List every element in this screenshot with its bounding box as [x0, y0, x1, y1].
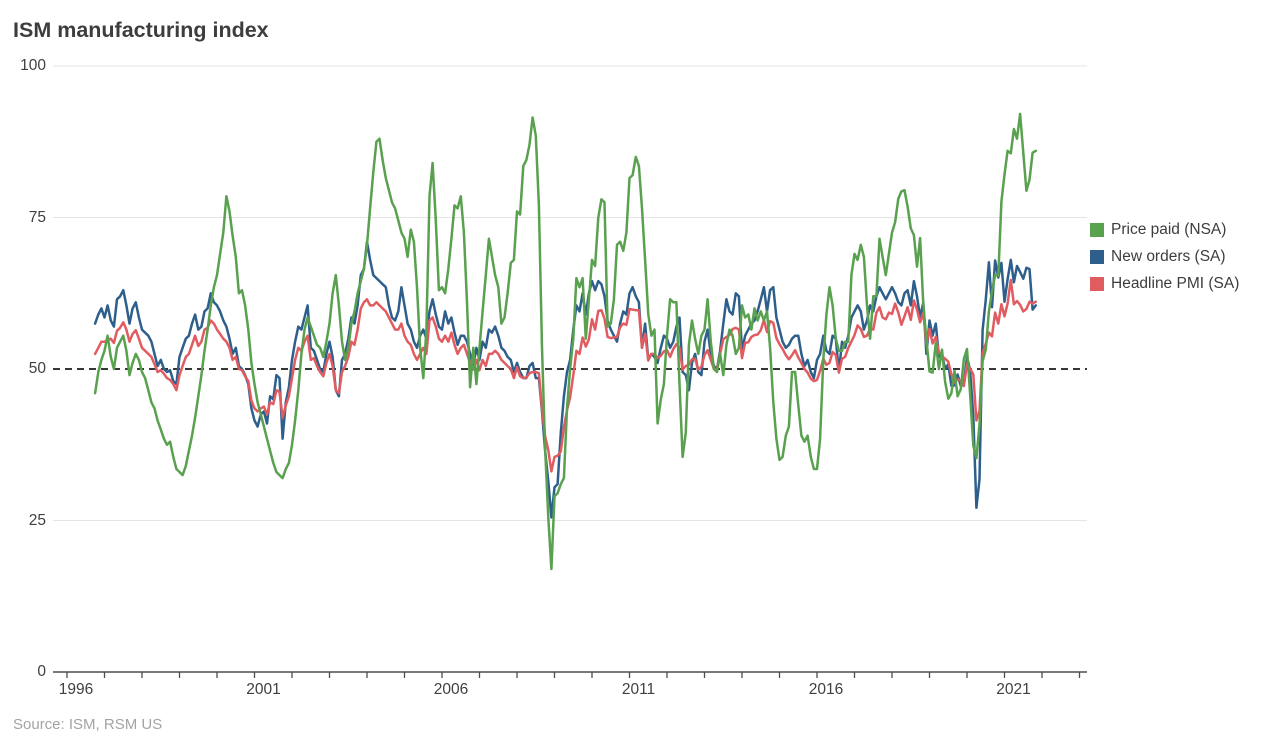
legend: Price paid (NSA) New orders (SA) Headlin…	[1090, 216, 1239, 297]
series-line-price-paid-nsa	[93, 112, 1038, 571]
price-paid-swatch-icon	[1090, 222, 1104, 237]
x-axis-tick-label-2011: 2011	[621, 681, 656, 698]
legend-item-headline-pmi: Headline PMI (SA)	[1090, 270, 1239, 297]
new-orders-swatch-icon	[1090, 249, 1104, 264]
x-axis-tick-label-1996: 1996	[58, 681, 94, 698]
x-axis-tick-label-2016: 2016	[808, 681, 844, 698]
source-note: Source: ISM, RSM US	[13, 716, 163, 733]
y-axis-tick-label-25: 25	[28, 511, 46, 529]
y-axis-tick-label-50: 50	[28, 360, 46, 377]
x-axis-tick-label-2001: 2001	[246, 681, 281, 698]
y-axis-tick-label-100: 100	[20, 57, 46, 74]
legend-item-price-paid: Price paid (NSA)	[1090, 216, 1239, 243]
legend-item-new-orders: New orders (SA)	[1090, 243, 1239, 270]
series-line-new-orders-sa	[93, 240, 1038, 519]
headline-pmi-swatch-icon	[1090, 276, 1104, 291]
legend-label-new-orders: New orders (SA)	[1111, 247, 1226, 265]
y-axis-tick-label-75: 75	[28, 208, 46, 226]
y-axis-tick-label-0: 0	[37, 663, 46, 680]
legend-label-price-paid: Price paid (NSA)	[1111, 220, 1227, 238]
x-axis-tick-label-2006: 2006	[433, 681, 469, 698]
chart-title: ISM manufacturing index	[13, 18, 269, 42]
x-axis-tick-label-2021: 2021	[996, 681, 1031, 698]
legend-label-headline-pmi: Headline PMI (SA)	[1111, 274, 1240, 292]
